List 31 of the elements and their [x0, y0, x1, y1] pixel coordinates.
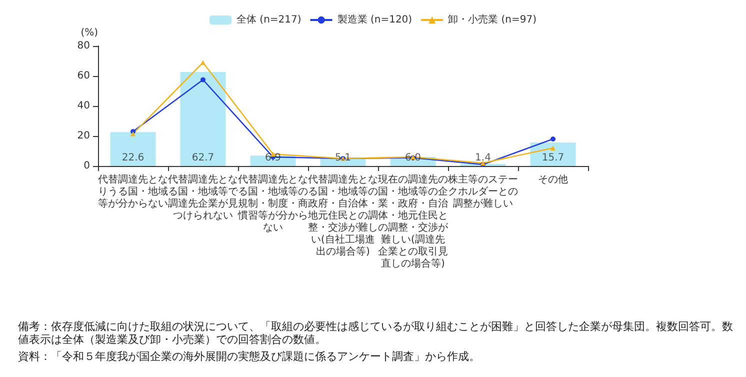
y-tick-label: 60	[77, 70, 90, 82]
legend-label: 製造業 (n=120)	[337, 14, 412, 26]
legend-label: 卸・小売業 (n=97)	[448, 14, 537, 26]
x-tick-label: 現在の調達先の国・地域等の企業・政府・自治体・地元住民との調整・交渉が難しい(調達先企業との取引見直しの場合等)	[378, 174, 449, 270]
y-tick-label: 40	[77, 100, 90, 112]
x-tick-label: 株主等のステークホルダーとの調整が難しい	[447, 174, 518, 210]
data-label: 6.0	[405, 152, 421, 164]
x-tick-label: 代替調達先となる国・地域等の規制・制度・商慣習等が分からない	[237, 174, 308, 234]
point	[550, 136, 556, 142]
text: 資料：「令和５年度我が国企業の海外展開の実態及び課題に係るアンケート調査」から作成。	[18, 350, 480, 363]
y-tick-label: 80	[77, 40, 90, 52]
bar	[180, 72, 226, 166]
x-tick-label: 代替調達先となりうる国・地域等が分からない	[97, 174, 168, 210]
y-axis-title: (%)	[80, 28, 98, 38]
text: 備考：依存度低減に向けた取組の状況について、「取組の必要性は感じているが取り組むことが困難」と回答した企業が母集団。複数回答可。数値表示は全体（製造業及び卸・小売業）での回答割合の数値。	[18, 320, 733, 346]
y-tick-label: 20	[77, 130, 90, 142]
data-label: 22.6	[122, 152, 144, 164]
point	[200, 77, 206, 82]
bar	[530, 142, 576, 166]
point	[130, 131, 136, 136]
y-tick-label: 0	[84, 160, 90, 172]
x-tick-label: 代替調達先となる国・地域等の政府・自治体・地元住民との調整・交渉が難しい(自社工場進出の場合等)	[307, 174, 378, 258]
x-tick-label: その他	[538, 174, 568, 186]
data-label: 15.7	[542, 152, 564, 164]
point	[550, 146, 556, 150]
bar	[110, 132, 156, 166]
x-tick-label: 代替調達先となる国・地域等で調達先企業が見つけられない	[167, 174, 239, 222]
point	[200, 60, 206, 65]
data-label: 62.7	[192, 152, 214, 164]
legend-label: 全体 (n=217)	[236, 14, 302, 26]
data-label: 1.4	[475, 152, 491, 164]
